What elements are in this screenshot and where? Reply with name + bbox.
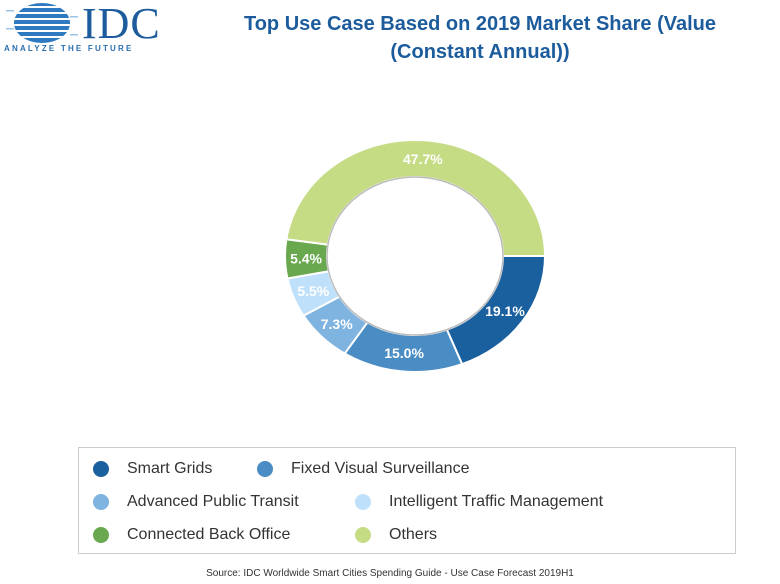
legend-item: Advanced Public Transit <box>93 493 299 511</box>
legend-label: Smart Grids <box>127 460 213 477</box>
legend-item: Connected Back Office <box>93 526 290 544</box>
data-label: 15.0% <box>384 345 424 361</box>
data-label: 47.7% <box>403 151 443 167</box>
inner-ring <box>326 176 504 336</box>
chart-title: Top Use Case Based on 2019 Market Share … <box>180 10 780 66</box>
data-label: 7.3% <box>321 316 353 332</box>
logo-tagline: ANALYZE THE FUTURE <box>4 44 134 53</box>
data-label: 5.4% <box>290 250 322 266</box>
source-note: Source: IDC Worldwide Smart Cities Spend… <box>206 568 574 579</box>
legend-item: Intelligent Traffic Management <box>355 493 603 511</box>
legend: Smart Grids Fixed Visual Surveillance Adva… <box>78 447 736 554</box>
legend-label: Connected Back Office <box>127 526 291 543</box>
legend-item: Smart Grids <box>93 460 212 478</box>
title-line-2: (Constant Annual)) <box>390 41 570 63</box>
legend-marker-icon <box>257 461 273 477</box>
donut-chart: 19.1% 15.0% 7.3% 5.5% 5.4% 47.7% <box>284 139 547 373</box>
legend-item: Others <box>355 526 437 544</box>
legend-item: Fixed Visual Surveillance <box>257 460 469 478</box>
logo-wordmark: IDC <box>82 0 161 48</box>
legend-marker-icon <box>355 527 371 543</box>
data-label: 19.1% <box>485 303 525 319</box>
legend-label: Intelligent Traffic Management <box>389 493 604 510</box>
idc-logo: IDC ANALYZE THE FUTURE <box>4 0 174 53</box>
legend-marker-icon <box>93 461 109 477</box>
legend-marker-icon <box>93 527 109 543</box>
legend-marker-icon <box>93 494 109 510</box>
data-label: 5.5% <box>297 283 329 299</box>
globe-icon <box>6 3 78 43</box>
legend-label: Others <box>389 526 438 543</box>
legend-marker-icon <box>355 494 371 510</box>
legend-label: Advanced Public Transit <box>127 493 299 510</box>
legend-label: Fixed Visual Surveillance <box>291 460 470 477</box>
title-line-1: Top Use Case Based on 2019 Market Share … <box>243 13 717 35</box>
